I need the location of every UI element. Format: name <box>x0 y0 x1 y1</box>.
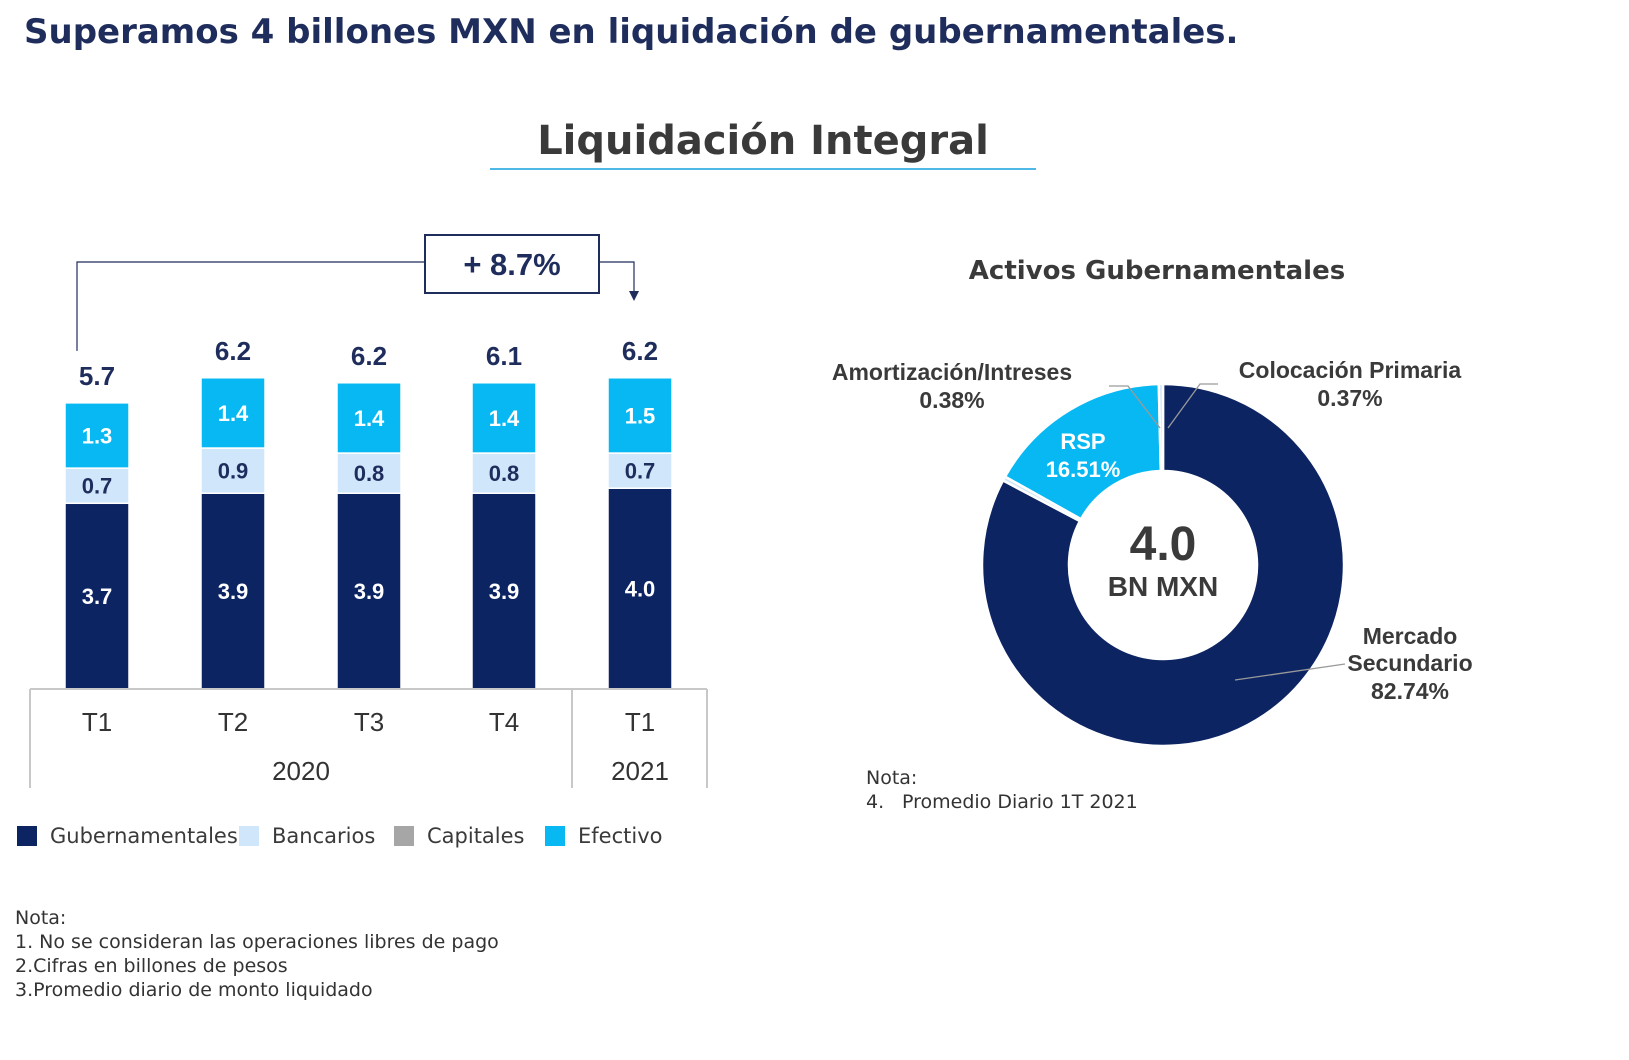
slice-value: 0.38% <box>919 387 984 413</box>
legend-swatch-capitales <box>394 826 414 846</box>
bar-segment <box>64 467 130 505</box>
bar-total-label: 6.2 <box>215 336 251 366</box>
legend-swatch-gubernamentales <box>17 826 37 846</box>
growth-connector <box>76 261 425 351</box>
bar-segment <box>471 492 537 690</box>
bar-total-label: 6.1 <box>486 341 522 371</box>
bar-segment-label: 3.7 <box>82 584 113 609</box>
slice-value: 16.51% <box>1046 457 1121 482</box>
x-tick-label: T4 <box>489 707 519 737</box>
legend-label-gubernamentales: Gubernamentales <box>50 824 238 848</box>
stacked-bar-chart: 3.7 0.7 1.3 5.7 3.9 0.9 1.4 6.2 3.9 0.8 1.4 6.2 3.9 0… <box>29 234 708 788</box>
bar-segment-label: 4.0 <box>625 577 656 602</box>
bar-segment-label: 0.7 <box>82 474 113 499</box>
slice-value: 0.37% <box>1317 385 1382 411</box>
headline: Superamos 4 billones MXN en liquidación … <box>24 12 1239 52</box>
bar-segment <box>607 377 673 454</box>
bar-segment-label: 1.4 <box>489 406 520 431</box>
x-tick-label: T3 <box>354 707 384 737</box>
legend-label-capitales: Capitales <box>427 824 525 848</box>
bar-segment <box>200 447 266 494</box>
bar-segment-label: 3.9 <box>354 579 385 604</box>
bar-segment-label: 1.4 <box>218 401 249 426</box>
note-line: 2.Cifras en billones de pesos <box>15 955 288 977</box>
slice-label: Colocación Primaria <box>1239 357 1462 383</box>
note-line: 3.Promedio diario de monto liquidado <box>15 979 373 1001</box>
legend-swatch-efectivo <box>545 826 565 846</box>
donut-slice <box>1157 382 1165 473</box>
bar-segment <box>336 452 402 494</box>
slice-label: Secundario <box>1347 650 1472 676</box>
legend-swatch-bancarios <box>239 826 259 846</box>
x-group-label: 2021 <box>611 756 669 786</box>
x-group-label: 2020 <box>272 756 330 786</box>
bar-segment-label: 3.9 <box>489 579 520 604</box>
bar-total-label: 6.2 <box>622 336 658 366</box>
bar-total-label: 6.2 <box>351 341 387 371</box>
bar-segment <box>607 487 673 690</box>
bar-segment-label: 0.8 <box>354 461 385 486</box>
bar-segment <box>64 402 130 469</box>
section-title-underline <box>490 168 1036 170</box>
x-tick-label: T1 <box>82 707 112 737</box>
donut-center-value: 4.0 <box>1130 518 1197 571</box>
growth-box <box>424 234 600 294</box>
note-line: 4. Promedio Diario 1T 2021 <box>866 790 1138 814</box>
bar-segment-label: 1.3 <box>82 423 113 448</box>
growth-connector <box>599 261 635 292</box>
x-tick-label: T2 <box>218 707 248 737</box>
slice-value: 82.74% <box>1371 678 1449 704</box>
section-title: Liquidación Integral <box>537 118 989 164</box>
leader-line <box>1234 663 1346 681</box>
donut-chart: Activos Gubernamentales 4.0BN MXN MercadoS… <box>832 256 1473 748</box>
notes-left-title: Nota: <box>15 907 67 929</box>
x-tick-label: T1 <box>625 707 655 737</box>
slice-label: Amortización/Intreses <box>832 359 1072 385</box>
bar-segment-label: 3.9 <box>218 579 249 604</box>
leader-line <box>1109 385 1161 429</box>
note-text: Promedio Diario 1T 2021 <box>902 791 1138 813</box>
slice-label: RSP <box>1060 429 1105 454</box>
donut-slice <box>980 382 1346 748</box>
bar-segment-label: 0.7 <box>625 459 656 484</box>
bar-segment-label: 1.4 <box>354 406 385 431</box>
bar-segment-label: 1.5 <box>625 403 656 428</box>
legend-label-bancarios: Bancarios <box>272 824 376 848</box>
bar-segment <box>607 452 673 489</box>
bar-segment-label: 0.8 <box>489 461 520 486</box>
notes-right-title: Nota: <box>866 767 918 789</box>
leader-line <box>1167 383 1218 429</box>
bar-segment-label: 0.9 <box>218 459 249 484</box>
bar-segment <box>200 377 266 449</box>
slice-label: Mercado <box>1363 623 1458 649</box>
bar-total-label: 5.7 <box>79 361 115 391</box>
note-line: 1. No se consideran las operaciones libr… <box>15 931 499 953</box>
notes-left: Nota: 1. No se consideran las operacione… <box>15 906 499 1002</box>
bar-segment <box>471 382 537 454</box>
arrow-head-icon <box>629 291 639 301</box>
bar-segment <box>336 382 402 454</box>
notes-right: Nota: 4. Promedio Diario 1T 2021 <box>866 766 1138 814</box>
note-number: 4. <box>866 791 885 813</box>
legend-label-efectivo: Efectivo <box>578 824 663 848</box>
bar-segment <box>200 492 266 690</box>
growth-label: + 8.7% <box>463 247 560 282</box>
donut-title: Activos Gubernamentales <box>969 256 1345 286</box>
donut-center-unit: BN MXN <box>1108 571 1218 602</box>
